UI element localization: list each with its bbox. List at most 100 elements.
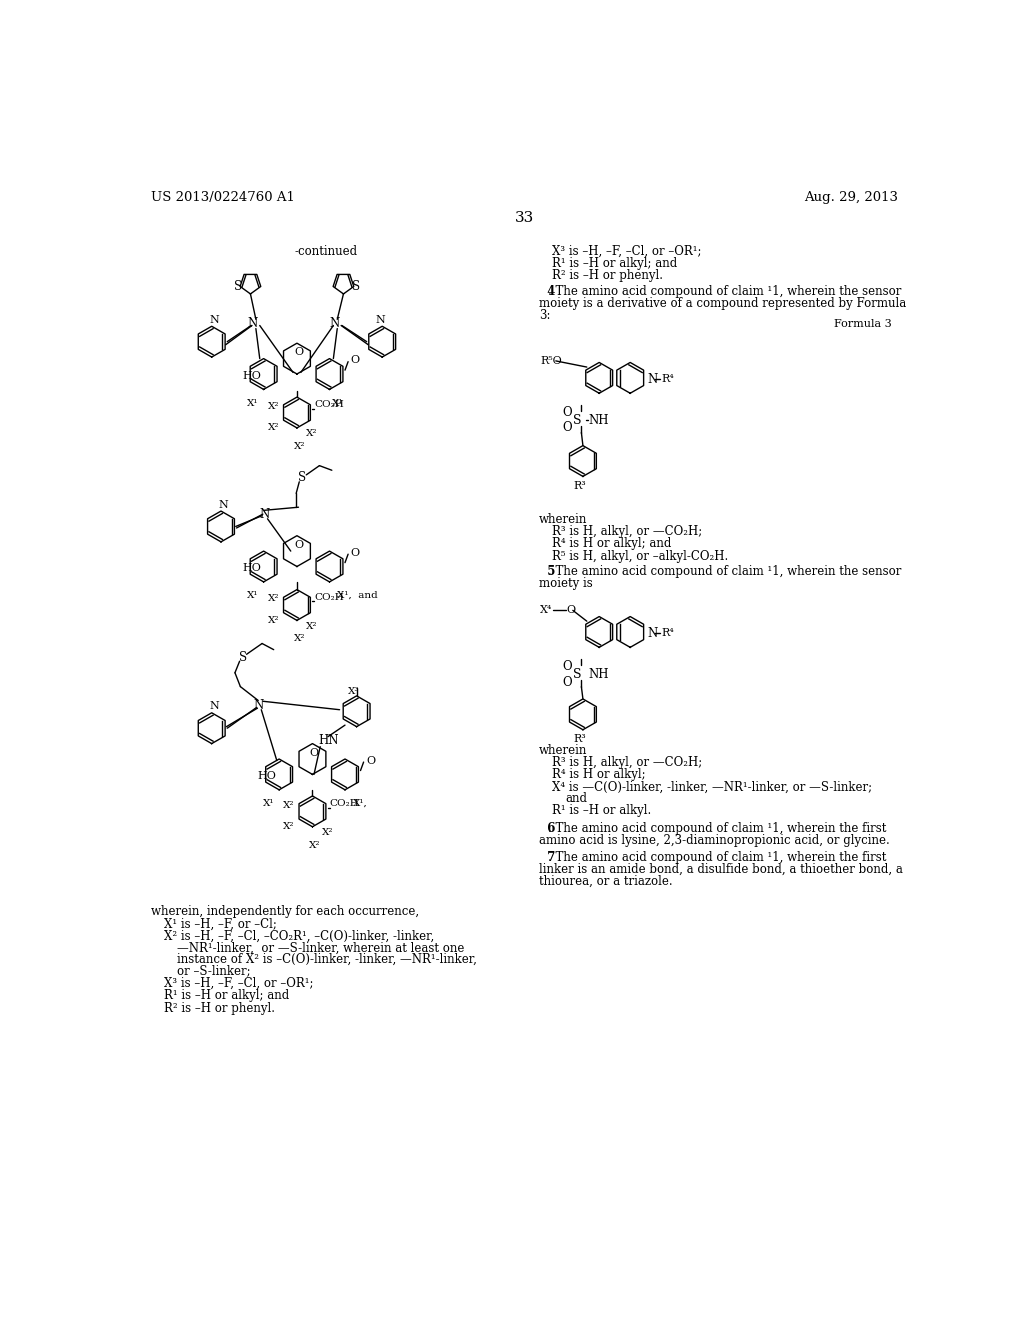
Text: O: O — [566, 606, 575, 615]
Text: wherein: wherein — [539, 743, 587, 756]
Text: . The amino acid compound of claim ¹1, wherein the first: . The amino acid compound of claim ¹1, w… — [548, 822, 887, 836]
Text: -continued: -continued — [295, 244, 357, 257]
Text: O: O — [294, 540, 303, 550]
Text: O: O — [309, 748, 318, 758]
Text: NH: NH — [589, 668, 609, 681]
Text: R⁴: R⁴ — [662, 375, 674, 384]
Text: 33: 33 — [515, 211, 535, 224]
Text: CO₂H: CO₂H — [330, 799, 359, 808]
Text: O: O — [350, 548, 359, 557]
Text: R³: R³ — [573, 734, 586, 744]
Text: X²: X² — [294, 442, 305, 450]
Text: X¹: X¹ — [262, 799, 274, 808]
Text: linker is an amide bond, a disulfide bond, a thioether bond, a: linker is an amide bond, a disulfide bon… — [539, 863, 902, 876]
Text: O: O — [562, 660, 572, 673]
Text: moiety is: moiety is — [539, 577, 593, 590]
Text: R² is –H or phenyl.: R² is –H or phenyl. — [165, 1002, 275, 1015]
Text: X²: X² — [267, 594, 279, 603]
Text: thiourea, or a triazole.: thiourea, or a triazole. — [539, 874, 673, 887]
Text: HO: HO — [242, 371, 261, 380]
Text: NH: NH — [589, 413, 609, 426]
Text: X¹: X¹ — [247, 591, 258, 601]
Text: 5: 5 — [539, 565, 555, 578]
Text: R³: R³ — [573, 480, 586, 491]
Text: R¹ is –H or alkyl.: R¹ is –H or alkyl. — [552, 804, 651, 817]
Text: R³ is H, alkyl, or —CO₂H;: R³ is H, alkyl, or —CO₂H; — [552, 525, 702, 539]
Text: X²: X² — [283, 800, 295, 809]
Text: . The amino acid compound of claim ¹1, wherein the first: . The amino acid compound of claim ¹1, w… — [548, 851, 887, 865]
Text: X²: X² — [267, 615, 279, 624]
Text: . The amino acid compound of claim ¹1, wherein the sensor: . The amino acid compound of claim ¹1, w… — [548, 285, 901, 298]
Text: N: N — [647, 372, 657, 385]
Text: wherein, independently for each occurrence,: wherein, independently for each occurren… — [152, 906, 420, 919]
Text: CO₂H: CO₂H — [314, 400, 344, 409]
Text: 7: 7 — [539, 851, 555, 865]
Text: CO₂H: CO₂H — [314, 593, 344, 602]
Text: X³: X³ — [348, 686, 359, 696]
Text: X²: X² — [283, 822, 295, 832]
Text: O: O — [562, 407, 572, 418]
Text: or –S-linker;: or –S-linker; — [177, 965, 251, 978]
Text: X¹,: X¹, — [352, 799, 368, 808]
Text: S: S — [352, 280, 359, 293]
Text: R⁴: R⁴ — [662, 628, 674, 639]
Text: N: N — [259, 508, 269, 520]
Text: HN: HN — [318, 734, 339, 747]
Text: moiety is a derivative of a compound represented by Formula: moiety is a derivative of a compound rep… — [539, 297, 906, 310]
Text: X²: X² — [267, 401, 279, 411]
Text: O: O — [294, 347, 303, 358]
Text: N: N — [248, 317, 258, 330]
Text: O: O — [366, 755, 375, 766]
Text: HO: HO — [257, 771, 276, 781]
Text: X²: X² — [306, 429, 317, 438]
Text: S: S — [298, 471, 306, 484]
Text: X³ is –H, –F, –Cl, or –OR¹;: X³ is –H, –F, –Cl, or –OR¹; — [552, 244, 701, 257]
Text: 6: 6 — [539, 822, 555, 836]
Text: X²: X² — [267, 424, 279, 432]
Text: N: N — [218, 499, 228, 510]
Text: R⁴ is H or alkyl; and: R⁴ is H or alkyl; and — [552, 537, 672, 550]
Text: O: O — [562, 676, 572, 689]
Text: N: N — [375, 314, 385, 325]
Text: R⁵ is H, alkyl, or –alkyl-CO₂H.: R⁵ is H, alkyl, or –alkyl-CO₂H. — [552, 549, 728, 562]
Text: R³ is H, alkyl, or —CO₂H;: R³ is H, alkyl, or —CO₂H; — [552, 756, 702, 770]
Text: X⁴: X⁴ — [541, 606, 553, 615]
Text: O: O — [562, 421, 572, 434]
Text: Aug. 29, 2013: Aug. 29, 2013 — [804, 190, 898, 203]
Text: amino acid is lysine, 2,3-diaminopropionic acid, or glycine.: amino acid is lysine, 2,3-diaminopropion… — [539, 834, 890, 846]
Text: X¹ is –H, –F, or –Cl;: X¹ is –H, –F, or –Cl; — [165, 917, 278, 931]
Text: US 2013/0224760 A1: US 2013/0224760 A1 — [152, 190, 295, 203]
Text: S: S — [573, 668, 582, 681]
Text: instance of X² is –C(O)-linker, -linker, —NR¹-linker,: instance of X² is –C(O)-linker, -linker,… — [177, 953, 477, 966]
Text: 4: 4 — [539, 285, 555, 298]
Text: X⁴ is —C(O)-linker, -linker, —NR¹-linker, or —S-linker;: X⁴ is —C(O)-linker, -linker, —NR¹-linker… — [552, 780, 872, 793]
Text: X¹,  and: X¹, and — [337, 591, 378, 601]
Text: N: N — [209, 314, 219, 325]
Text: X¹: X¹ — [247, 399, 258, 408]
Text: S: S — [573, 413, 582, 426]
Text: N: N — [209, 701, 219, 711]
Text: N: N — [329, 317, 339, 330]
Text: S: S — [234, 280, 242, 293]
Text: 3:: 3: — [539, 309, 550, 322]
Text: O: O — [350, 355, 359, 366]
Text: S: S — [239, 651, 247, 664]
Text: X²: X² — [309, 841, 321, 850]
Text: N: N — [253, 698, 263, 711]
Text: R¹ is –H or alkyl; and: R¹ is –H or alkyl; and — [552, 257, 677, 271]
Text: X¹: X¹ — [332, 399, 343, 408]
Text: R¹ is –H or alkyl; and: R¹ is –H or alkyl; and — [165, 989, 290, 1002]
Text: wherein: wherein — [539, 512, 587, 525]
Text: —NR¹-linker,  or —S-linker, wherein at least one: —NR¹-linker, or —S-linker, wherein at le… — [177, 941, 464, 954]
Text: R⁴ is H or alkyl;: R⁴ is H or alkyl; — [552, 768, 645, 781]
Text: X³ is –H, –F, –Cl, or –OR¹;: X³ is –H, –F, –Cl, or –OR¹; — [165, 977, 314, 990]
Text: X²: X² — [294, 635, 305, 643]
Text: X² is –H, –F, –Cl, –CO₂R¹, –C(O)-linker, -linker,: X² is –H, –F, –Cl, –CO₂R¹, –C(O)-linker,… — [165, 929, 434, 942]
Text: R² is –H or phenyl.: R² is –H or phenyl. — [552, 269, 663, 282]
Text: and: and — [565, 792, 587, 805]
Text: X²: X² — [306, 622, 317, 631]
Text: X²: X² — [322, 829, 333, 837]
Text: . The amino acid compound of claim ¹1, wherein the sensor: . The amino acid compound of claim ¹1, w… — [548, 565, 901, 578]
Text: N: N — [647, 627, 657, 640]
Text: HO: HO — [242, 564, 261, 573]
